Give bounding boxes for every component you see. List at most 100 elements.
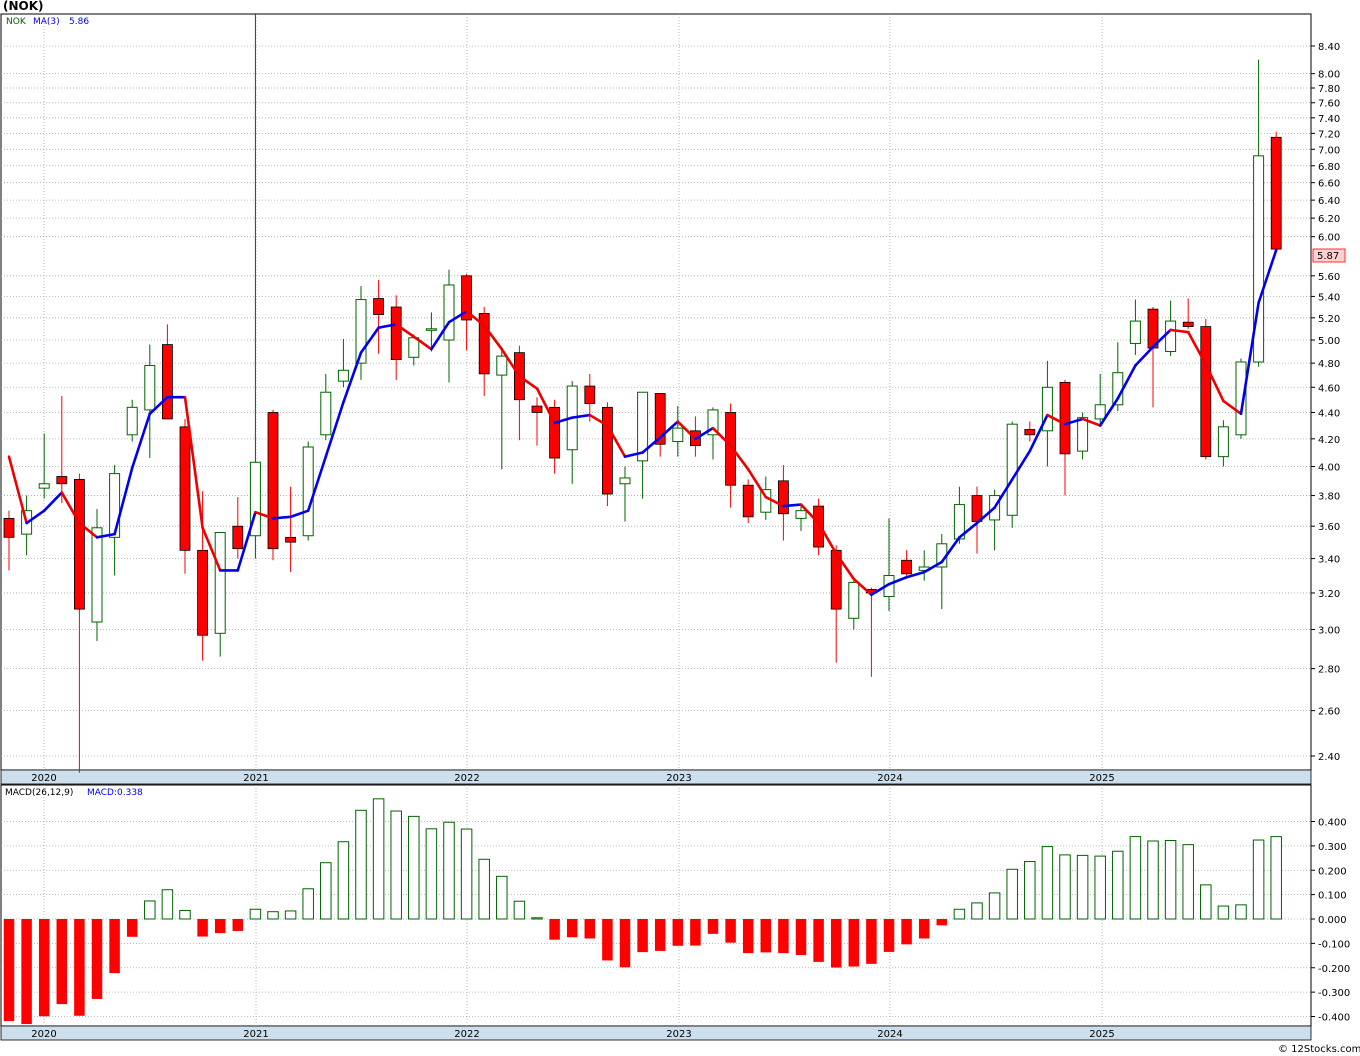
macd-legend-params: MACD(26,12,9) bbox=[5, 788, 73, 798]
candle-body bbox=[532, 406, 542, 412]
candle-body bbox=[127, 407, 137, 434]
price-y-tick-label: 7.00 bbox=[1318, 145, 1340, 156]
macd-y-tick-label: 0.400 bbox=[1318, 818, 1347, 829]
candle-body bbox=[1183, 322, 1193, 326]
copyright-text: © 12Stocks.com bbox=[1278, 1044, 1360, 1055]
macd-bar bbox=[813, 919, 824, 962]
candle-body bbox=[620, 478, 630, 484]
price-y-tick-label: 4.20 bbox=[1318, 435, 1340, 446]
macd-bar bbox=[197, 919, 208, 937]
candle-body bbox=[1078, 418, 1088, 451]
price-y-tick-label: 2.40 bbox=[1318, 752, 1340, 763]
price-y-tick-label: 5.20 bbox=[1318, 314, 1340, 325]
candle-body bbox=[1025, 429, 1035, 434]
price-y-tick-label: 4.40 bbox=[1318, 408, 1340, 419]
macd-bar bbox=[532, 918, 543, 919]
macd-y-tick-label: -0.100 bbox=[1318, 939, 1350, 950]
candle-body bbox=[57, 476, 67, 483]
macd-x-tick-label: 2022 bbox=[454, 1029, 479, 1040]
candle-body bbox=[1201, 327, 1211, 457]
macd-bar bbox=[1060, 855, 1071, 919]
macd-bar bbox=[919, 919, 930, 939]
macd-y-tick-label: -0.300 bbox=[1318, 988, 1350, 999]
price-y-tick-label: 7.20 bbox=[1318, 129, 1340, 140]
macd-bar bbox=[321, 863, 332, 919]
candle-body bbox=[233, 526, 243, 548]
price-x-tick-label: 2025 bbox=[1089, 773, 1114, 784]
candle-body bbox=[1060, 382, 1070, 454]
price-y-tick-label: 6.00 bbox=[1318, 233, 1340, 244]
candle-body bbox=[198, 550, 208, 635]
macd-bar bbox=[268, 912, 279, 919]
candle-body bbox=[585, 386, 595, 403]
price-x-tick-label: 2020 bbox=[31, 773, 56, 784]
candle-body bbox=[849, 582, 859, 618]
macd-bar bbox=[884, 919, 895, 952]
macd-bar bbox=[1130, 837, 1141, 919]
macd-bar bbox=[1165, 841, 1176, 919]
macd-bar bbox=[444, 822, 455, 919]
price-y-tick-label: 3.00 bbox=[1318, 626, 1340, 637]
macd-bar bbox=[585, 919, 596, 939]
price-y-tick-label: 2.60 bbox=[1318, 707, 1340, 718]
macd-bar bbox=[338, 842, 349, 919]
candle-body bbox=[972, 496, 982, 522]
price-y-tick-label: 4.80 bbox=[1318, 359, 1340, 370]
price-y-tick-label: 8.40 bbox=[1318, 42, 1340, 53]
candle-body bbox=[743, 485, 753, 517]
macd-bar bbox=[602, 919, 613, 960]
candle-body bbox=[391, 307, 401, 360]
macd-bar bbox=[426, 829, 437, 919]
candle-body bbox=[303, 447, 313, 536]
candle-body bbox=[602, 407, 612, 494]
candle-body bbox=[796, 511, 806, 519]
macd-bar bbox=[743, 919, 754, 953]
macd-bar bbox=[21, 919, 32, 1024]
macd-bar bbox=[162, 890, 173, 919]
macd-bar bbox=[409, 816, 420, 919]
macd-bar bbox=[479, 859, 490, 919]
macd-bar bbox=[761, 919, 772, 952]
macd-bar bbox=[708, 919, 719, 934]
price-x-tick-label: 2022 bbox=[454, 773, 479, 784]
price-y-tick-label: 5.40 bbox=[1318, 292, 1340, 303]
candle-body bbox=[268, 412, 278, 548]
macd-bar bbox=[655, 919, 666, 951]
last-price-tag: 5.87 bbox=[1317, 251, 1339, 262]
macd-bar bbox=[497, 876, 508, 919]
price-y-tick-label: 4.00 bbox=[1318, 462, 1340, 473]
price-y-tick-label: 5.00 bbox=[1318, 336, 1340, 347]
macd-bar bbox=[1025, 861, 1036, 919]
macd-y-tick-label: -0.200 bbox=[1318, 964, 1350, 975]
candle-body bbox=[778, 481, 788, 514]
macd-bar bbox=[866, 919, 877, 964]
macd-bar bbox=[74, 919, 85, 1016]
candle-body bbox=[92, 528, 102, 622]
macd-bar bbox=[989, 893, 1000, 919]
price-legend-ma: MA(3) bbox=[33, 17, 60, 27]
macd-bar bbox=[514, 901, 525, 919]
macd-bar bbox=[954, 909, 965, 919]
macd-bar bbox=[549, 919, 560, 940]
macd-y-tick-label: 0.300 bbox=[1318, 842, 1347, 853]
price-y-tick-label: 7.80 bbox=[1318, 84, 1340, 95]
price-y-tick-label: 6.20 bbox=[1318, 214, 1340, 225]
candle-body bbox=[673, 428, 683, 441]
macd-bar bbox=[127, 919, 138, 937]
macd-y-tick-label: -0.400 bbox=[1318, 1013, 1350, 1024]
price-y-tick-label: 3.80 bbox=[1318, 492, 1340, 503]
macd-bar bbox=[637, 919, 648, 952]
macd-bar bbox=[1201, 885, 1212, 919]
macd-bar bbox=[849, 919, 860, 967]
macd-bar bbox=[1253, 840, 1264, 919]
price-y-tick-label: 3.60 bbox=[1318, 522, 1340, 533]
candle-body bbox=[286, 537, 296, 542]
price-y-tick-label: 2.80 bbox=[1318, 665, 1340, 676]
macd-x-tick-label: 2024 bbox=[877, 1029, 902, 1040]
price-x-tick-label: 2024 bbox=[877, 773, 902, 784]
macd-x-tick-label: 2020 bbox=[31, 1029, 56, 1040]
macd-bar bbox=[285, 911, 296, 919]
macd-bar bbox=[1077, 855, 1088, 919]
price-y-tick-label: 6.80 bbox=[1318, 162, 1340, 173]
